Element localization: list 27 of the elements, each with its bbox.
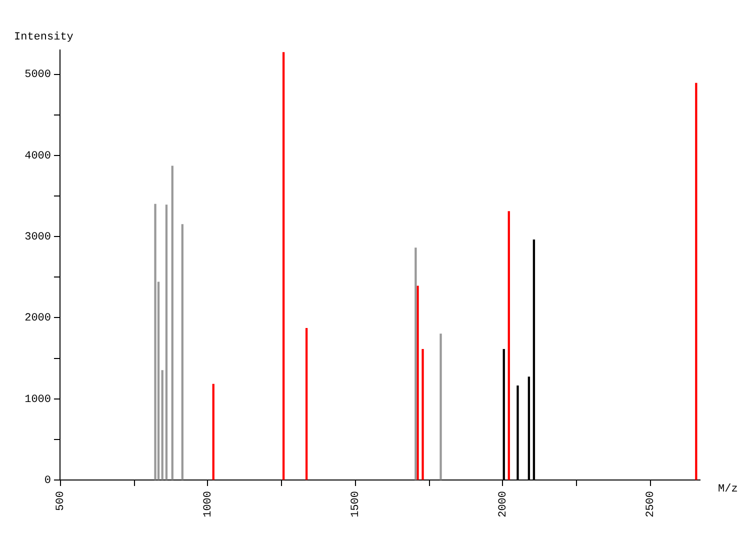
bar bbox=[212, 384, 214, 480]
bar bbox=[165, 204, 168, 480]
y-tick-label: 2000 bbox=[24, 312, 51, 325]
bar bbox=[422, 349, 424, 480]
y-tick-label: 3000 bbox=[24, 232, 51, 244]
y-tick-label: 1000 bbox=[24, 394, 51, 406]
y-tick-label: 4000 bbox=[24, 150, 51, 162]
bar bbox=[508, 211, 510, 480]
y-axis-title: Intensity bbox=[14, 31, 74, 44]
x-tick-label: 2500 bbox=[644, 491, 657, 518]
y-tick-label: 0 bbox=[44, 474, 51, 487]
bar bbox=[154, 204, 156, 480]
x-tick-label: 1500 bbox=[350, 491, 362, 518]
bar bbox=[416, 286, 419, 480]
bar bbox=[161, 370, 164, 480]
bar bbox=[282, 52, 285, 480]
x-tick-label: 500 bbox=[54, 491, 67, 511]
x-axis-title: M/z bbox=[718, 483, 738, 496]
x-tick-label: 2000 bbox=[497, 491, 510, 518]
bar bbox=[305, 328, 308, 480]
bar bbox=[414, 248, 417, 480]
bar bbox=[181, 224, 184, 480]
bar bbox=[695, 82, 698, 480]
x-tick-label: 1000 bbox=[202, 491, 214, 518]
y-tick-label: 5000 bbox=[24, 69, 51, 82]
bar bbox=[171, 166, 174, 480]
bar bbox=[440, 334, 442, 480]
